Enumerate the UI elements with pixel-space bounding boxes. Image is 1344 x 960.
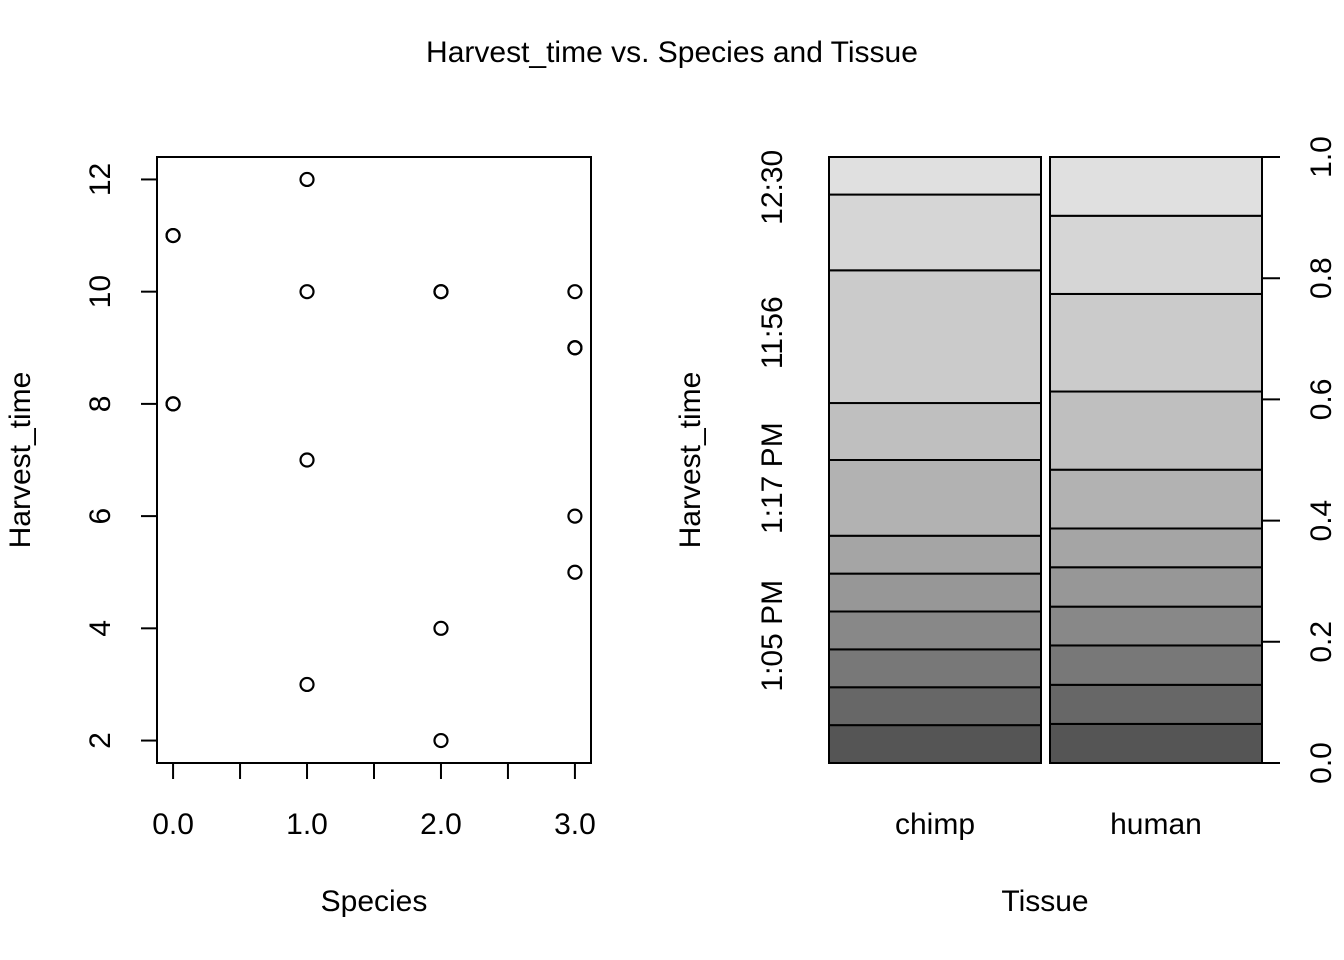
spine-segment <box>1049 468 1263 530</box>
spine-right-tick-label: 0.6 <box>1305 379 1338 421</box>
spine-segment <box>828 724 1042 764</box>
spine-y-group-label: 12:30 <box>756 150 789 225</box>
spine-bars <box>828 156 1263 765</box>
spine-segment <box>1049 566 1263 608</box>
spine-segment <box>828 534 1042 575</box>
spine-y-axis-label: Harvest_time <box>674 372 707 549</box>
spine-y-group-label: 11:56 <box>756 296 789 369</box>
spine-y-group-label: 1:05 PM <box>756 580 789 692</box>
scatter-point <box>299 171 315 188</box>
scatter-y-tick-label: 12 <box>84 163 117 196</box>
scatter-x-tick-label: 0.0 <box>152 808 194 841</box>
scatter-y-tick-label: 8 <box>84 396 117 413</box>
spine-segment <box>1049 722 1263 765</box>
spine-segment <box>828 648 1042 689</box>
scatter-x-tick-label: 2.0 <box>420 808 462 841</box>
scatter-y-tick-label: 6 <box>84 508 117 525</box>
spine-right-tick-label: 1.0 <box>1305 136 1338 178</box>
spine-segment <box>1049 292 1263 393</box>
spine-plot: 1:05 PM 1:17 PM 11:56 12:30 0.0 0.2 0.4 0.6 0.8… <box>674 136 1338 918</box>
scatter-y-tick-label: 10 <box>84 275 117 308</box>
scatter-point <box>299 284 315 300</box>
scatter-point <box>299 676 315 693</box>
spine-x-axis-label: Tissue <box>1001 885 1088 918</box>
spine-segment <box>1049 527 1263 569</box>
scatter-y-tick-label: 4 <box>84 620 117 637</box>
spine-category-labels: chimp human <box>895 808 1202 841</box>
scatter-point <box>433 732 449 749</box>
spine-segment <box>828 572 1042 613</box>
spine-segment <box>828 269 1042 405</box>
scatter-plot: 0.0 1.0 2.0 3.0 2 4 6 8 10 12 Species Harvest_ti… <box>4 156 596 918</box>
spine-right-tick-label: 0.0 <box>1305 742 1338 784</box>
spine-category-label: chimp <box>895 808 975 841</box>
scatter-x-tick-label: 3.0 <box>554 808 596 841</box>
spine-right-axis: 0.0 0.2 0.4 0.6 0.8 1.0 <box>1261 136 1338 784</box>
scatter-point <box>567 284 583 300</box>
spine-segment <box>828 402 1042 462</box>
spine-segment <box>828 686 1042 727</box>
spine-y-group-label: 1:17 PM <box>756 422 789 534</box>
scatter-y-axis: 2 4 6 8 10 12 <box>84 163 158 749</box>
spine-segment <box>828 459 1042 537</box>
scatter-point <box>567 508 583 524</box>
spine-segment <box>1049 605 1263 647</box>
spine-left-axis: 1:05 PM 1:17 PM 11:56 12:30 <box>756 150 789 692</box>
scatter-point <box>433 620 449 636</box>
scatter-point <box>567 340 583 356</box>
scatter-point <box>433 284 449 300</box>
spine-segment <box>1049 683 1263 725</box>
spine-segment <box>828 610 1042 651</box>
spine-right-tick-label: 0.8 <box>1305 257 1338 299</box>
scatter-x-axis-label: Species <box>321 885 428 918</box>
chart-title: Harvest_time vs. Species and Tissue <box>426 36 918 69</box>
spine-right-tick-label: 0.2 <box>1305 621 1338 663</box>
scatter-y-tick-label: 2 <box>84 732 117 749</box>
scatter-point <box>165 396 181 412</box>
spine-segment <box>828 156 1042 196</box>
scatter-point <box>567 564 583 580</box>
scatter-y-axis-label: Harvest_time <box>4 372 37 549</box>
spine-right-tick-label: 0.4 <box>1305 500 1338 542</box>
spine-segment <box>1049 156 1263 217</box>
spine-segment <box>828 193 1042 272</box>
scatter-x-axis: 0.0 1.0 2.0 3.0 <box>152 762 596 841</box>
scatter-point <box>299 452 315 468</box>
spine-segment <box>1049 214 1263 295</box>
scatter-points <box>165 171 583 749</box>
scatter-point <box>165 227 181 244</box>
spine-segment <box>1049 390 1263 471</box>
scatter-x-tick-label: 1.0 <box>286 808 328 841</box>
scatter-plot-frame <box>156 156 592 764</box>
spine-category-label: human <box>1110 808 1202 841</box>
spine-segment <box>1049 644 1263 686</box>
